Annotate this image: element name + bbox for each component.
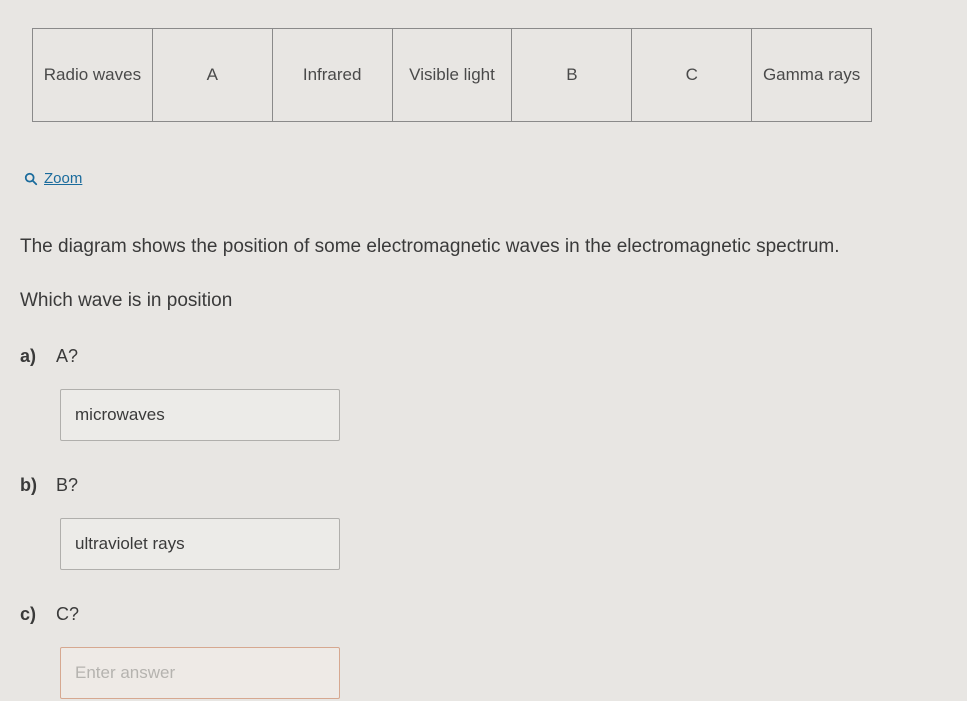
- part-question: B?: [56, 475, 78, 496]
- part-c: c) C?: [20, 604, 947, 625]
- part-a: a) A?: [20, 346, 947, 367]
- spectrum-table: Radio waves A Infrared Visible light B C…: [32, 28, 872, 122]
- zoom-button[interactable]: Zoom: [24, 170, 947, 187]
- question-prompt: Which wave is in position: [20, 290, 947, 312]
- part-b: b) B?: [20, 475, 947, 496]
- spectrum-cell: B: [512, 29, 632, 121]
- spectrum-cell: Infrared: [273, 29, 393, 121]
- spectrum-cell: Gamma rays: [752, 29, 871, 121]
- answer-input-b[interactable]: [60, 518, 340, 570]
- part-label: c): [20, 604, 42, 625]
- part-question: A?: [56, 346, 78, 367]
- question-intro: The diagram shows the position of some e…: [20, 233, 947, 262]
- spectrum-cell: Visible light: [393, 29, 513, 121]
- spectrum-cell: A: [153, 29, 273, 121]
- spectrum-cell: C: [632, 29, 752, 121]
- answer-input-c[interactable]: [60, 647, 340, 699]
- part-label: a): [20, 346, 42, 367]
- part-label: b): [20, 475, 42, 496]
- part-question: C?: [56, 604, 79, 625]
- zoom-label: Zoom: [44, 170, 82, 187]
- spectrum-cell: Radio waves: [33, 29, 153, 121]
- magnifier-icon: [24, 172, 38, 186]
- answer-input-a[interactable]: [60, 389, 340, 441]
